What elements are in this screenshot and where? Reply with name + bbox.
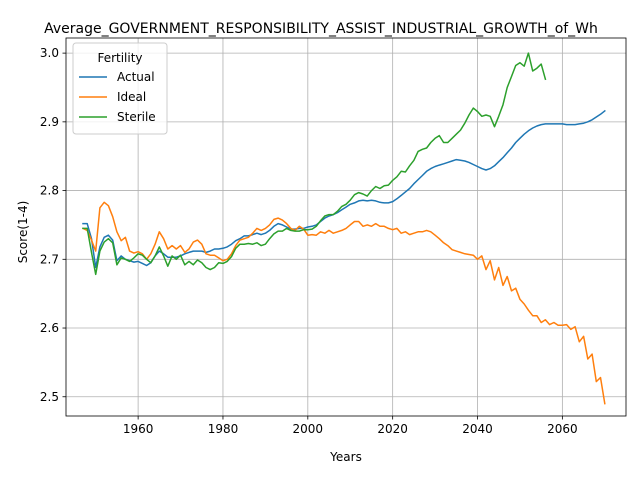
series-line-ideal	[82, 201, 606, 405]
series-line-actual	[82, 109, 606, 269]
y-tick-label: 2.9	[40, 115, 59, 129]
x-axis-label: Years	[329, 450, 362, 464]
y-tick-label: 2.5	[40, 390, 59, 404]
plot-area-frame	[65, 37, 627, 417]
x-tick-label: 1960	[123, 422, 154, 436]
legend-label-ideal: Ideal	[117, 90, 146, 104]
x-tick-label: 2060	[547, 422, 578, 436]
x-tick-label: 2020	[377, 422, 408, 436]
y-axis-label: Score(1-4)	[16, 201, 30, 264]
x-tick-label: 2000	[293, 422, 324, 436]
legend-box	[72, 42, 168, 135]
y-axis-ticks: 2.5 2.6 2.7 2.8 2.9 3.0	[40, 46, 66, 404]
legend-title: Fertility	[97, 51, 142, 65]
x-tick-label: 1980	[208, 422, 239, 436]
series-lines	[82, 52, 606, 405]
chart-title: Average_GOVERNMENT_RESPONSIBILITY_ASSIST…	[44, 21, 598, 37]
y-tick-label: 2.6	[40, 321, 59, 335]
x-tick-label: 2040	[462, 422, 493, 436]
x-axis-ticks: 1960 1980 2000 2020 2040 2060	[123, 416, 578, 436]
legend: Fertility Actual Ideal Sterile	[72, 42, 168, 135]
legend-label-actual: Actual	[117, 70, 155, 84]
legend-entries: Actual Ideal Sterile	[79, 70, 156, 124]
series-line-sterile	[82, 52, 547, 276]
y-tick-label: 3.0	[40, 46, 59, 60]
y-tick-label: 2.7	[40, 252, 59, 266]
y-tick-label: 2.8	[40, 184, 59, 198]
legend-label-sterile: Sterile	[117, 110, 156, 124]
